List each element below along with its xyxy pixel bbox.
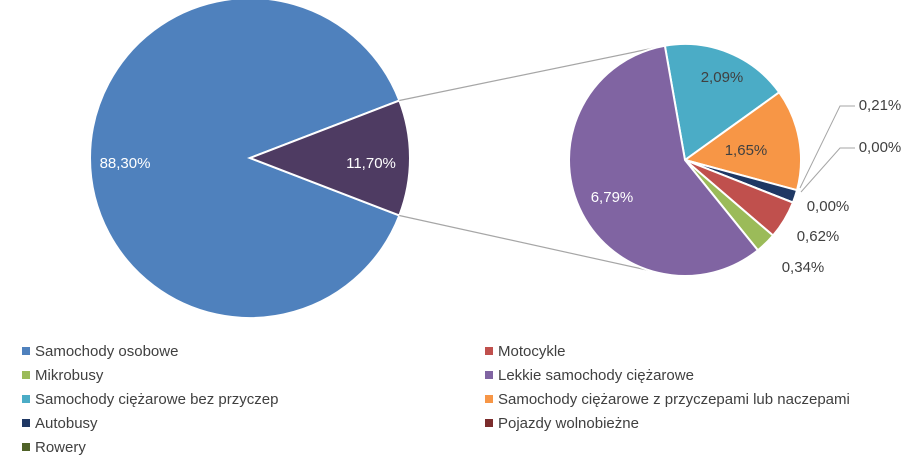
legend-label: Mikrobusy xyxy=(35,367,104,384)
legend-swatch xyxy=(22,419,30,427)
legend-label: Motocykle xyxy=(498,343,566,360)
legend-label: Rowery xyxy=(35,439,86,456)
legend-label: Pojazdy wolnobieżne xyxy=(498,415,639,432)
pie-slice xyxy=(89,0,401,319)
legend-swatch xyxy=(485,371,493,379)
connector xyxy=(399,214,652,272)
slice-label: 6,79% xyxy=(591,189,634,206)
legend-label: Samochody ciężarowe bez przyczep xyxy=(35,391,278,408)
legend-swatch xyxy=(485,347,493,355)
pie-slice xyxy=(568,44,760,277)
slice-label: 11,70% xyxy=(346,155,396,172)
legend-swatch xyxy=(485,419,493,427)
slice-label: 1,65% xyxy=(725,142,768,159)
pie-slice xyxy=(682,90,802,192)
legend-swatch xyxy=(22,443,30,451)
legend-swatch xyxy=(22,395,30,403)
legend-label: Lekkie samochody ciężarowe xyxy=(498,367,694,384)
legend-swatch xyxy=(485,395,493,403)
slice-label: 0,62% xyxy=(797,228,840,245)
slice-label: 88,30% xyxy=(100,155,151,172)
slice-label: 2,09% xyxy=(701,69,744,86)
legend-swatch xyxy=(22,347,30,355)
pie-slice xyxy=(247,99,411,217)
pie-slice xyxy=(663,43,781,162)
slice-label: 0,34% xyxy=(782,259,825,276)
leader-line xyxy=(799,105,855,189)
legend-swatch xyxy=(22,371,30,379)
legend-label: Samochody osobowe xyxy=(35,343,178,360)
slice-label: 0,00% xyxy=(859,139,902,156)
slice-label: 0,00% xyxy=(807,198,850,215)
legend-label: Autobusy xyxy=(35,415,98,432)
leader-line xyxy=(800,147,855,193)
legend-label: Samochody ciężarowe z przyczepami lub na… xyxy=(498,391,850,408)
slice-label: 0,21% xyxy=(859,97,902,114)
connector xyxy=(399,45,665,102)
